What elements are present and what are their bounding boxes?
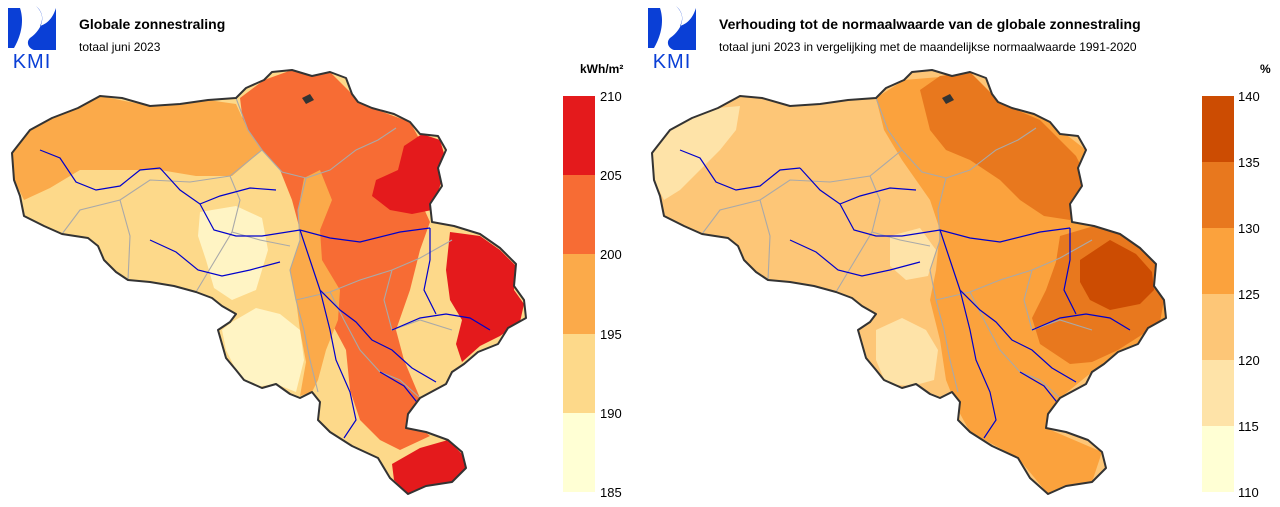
value-zone (198, 206, 268, 300)
kmi-logo: KMI (6, 4, 58, 74)
baarle-enclave (942, 94, 954, 104)
province-border (969, 291, 1061, 399)
value-zone (652, 106, 740, 200)
river (149, 239, 281, 277)
river (839, 187, 917, 205)
river (319, 289, 357, 439)
value-zone (240, 70, 430, 450)
value-zones (652, 72, 1166, 494)
color-legend (1202, 96, 1234, 492)
river (199, 187, 277, 205)
baarle-enclave (302, 94, 314, 104)
legend-band (1202, 360, 1234, 426)
river (1031, 313, 1131, 331)
legend-unit: % (1260, 62, 1271, 76)
province-border (875, 97, 947, 179)
legend-tick-label: 190 (600, 405, 622, 421)
legend-band (563, 333, 595, 413)
value-zone (876, 318, 938, 386)
legend-tick-label: 185 (600, 485, 622, 500)
legend-tick-label: 130 (1238, 221, 1260, 236)
map-title: Globale zonnestraling (79, 16, 226, 32)
value-zone (876, 76, 1166, 494)
kmi-logo-text: KMI (652, 51, 692, 73)
legend-band (563, 412, 595, 492)
legend-band (1202, 294, 1234, 360)
legend-band (1202, 96, 1234, 162)
river (789, 239, 921, 277)
river (959, 289, 997, 439)
river (391, 313, 491, 331)
legend-band (1202, 426, 1234, 492)
legend-tick-label: 110 (1238, 485, 1259, 500)
solar-radiation-panel: KMI Globale zonnestraling totaal juni 20… (6, 4, 624, 500)
value-zone (12, 96, 262, 200)
ratio-normal-panel: KMI Verhouding tot de normaalwaarde van … (640, 0, 1280, 507)
legend-tick-label: 140 (1238, 89, 1260, 104)
value-zone (372, 134, 446, 214)
legend-tick-label: 135 (1238, 155, 1260, 170)
value-zone (392, 440, 466, 494)
province-border (945, 127, 1037, 179)
province-border (935, 239, 1093, 301)
river (799, 167, 1071, 243)
value-zone (222, 308, 304, 392)
legend-tick-label: 210 (600, 89, 622, 104)
kmi-logo-mark (648, 6, 696, 50)
province-border (119, 199, 131, 281)
legend-tick-label: 115 (1238, 419, 1259, 434)
legend-band (563, 96, 595, 176)
river (1063, 228, 1077, 315)
province-border (289, 177, 307, 301)
river (299, 229, 437, 383)
legend-tick-label: 205 (600, 168, 622, 184)
legend-tick-label: 200 (600, 247, 622, 263)
province-border (295, 299, 319, 393)
legend-band (1202, 228, 1234, 294)
country-border (11, 69, 527, 495)
kmi-logo-text: KMI (12, 51, 52, 73)
map-subtitle: totaal juni 2023 in vergelijking met de … (719, 40, 1137, 54)
province-border (235, 97, 307, 179)
map-layer (651, 69, 1167, 495)
province-border (231, 231, 291, 247)
value-zones (12, 70, 524, 494)
river (939, 229, 1077, 383)
map-subtitle: totaal juni 2023 (79, 40, 161, 54)
value-zone (1080, 240, 1154, 310)
legend-band (563, 175, 595, 255)
belgium-map (11, 69, 527, 495)
province-border (935, 299, 959, 393)
value-zone (290, 170, 340, 396)
province-border (329, 291, 421, 399)
province-border (295, 239, 453, 301)
province-border (871, 231, 931, 247)
map-title: Verhouding tot de normaalwaarde van de g… (719, 16, 1141, 32)
legend-tick-label: 125 (1238, 287, 1260, 302)
province-border (759, 199, 771, 281)
legend-unit: kWh/m² (580, 62, 624, 76)
province-border (305, 127, 397, 179)
value-zone (920, 72, 1086, 220)
legend-band (563, 254, 595, 334)
map-layer (11, 69, 527, 495)
river (159, 167, 431, 243)
belgium-map (651, 69, 1167, 495)
river (39, 149, 161, 191)
country-border (651, 69, 1167, 495)
river (679, 149, 801, 191)
legend-band (1202, 162, 1234, 228)
rivers (39, 149, 491, 453)
value-zone (446, 232, 524, 362)
river (423, 228, 437, 315)
kmi-logo-mark (8, 6, 56, 50)
legend-tick-label: 195 (600, 326, 622, 342)
province-border (929, 177, 947, 301)
color-legend (563, 96, 595, 492)
kmi-logo: KMI (646, 4, 698, 74)
legend-tick-label: 120 (1238, 353, 1260, 368)
